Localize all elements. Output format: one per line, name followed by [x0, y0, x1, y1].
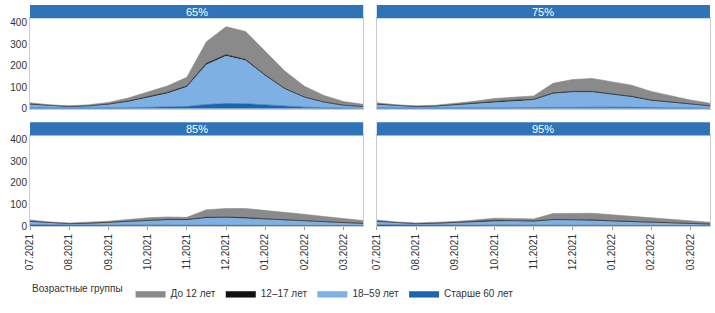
svg-text:12–17 лет: 12–17 лет: [261, 288, 308, 299]
svg-text:75%: 75%: [532, 6, 554, 18]
svg-text:300: 300: [10, 156, 27, 167]
svg-text:95%: 95%: [532, 123, 554, 135]
svg-text:65%: 65%: [186, 6, 208, 18]
svg-text:11.2021: 11.2021: [181, 234, 192, 270]
svg-text:01.2022: 01.2022: [606, 234, 617, 271]
svg-text:400: 400: [10, 17, 27, 28]
svg-text:12.2021: 12.2021: [220, 234, 231, 271]
svg-text:02.2022: 02.2022: [299, 234, 310, 271]
svg-text:09.2021: 09.2021: [449, 234, 460, 271]
svg-text:11.2021: 11.2021: [528, 234, 539, 270]
svg-text:Возрастные группы: Возрастные группы: [32, 283, 123, 294]
svg-text:10.2021: 10.2021: [142, 234, 153, 271]
svg-text:07.2021: 07.2021: [24, 234, 35, 271]
svg-text:85%: 85%: [186, 123, 208, 135]
svg-text:03.2022: 03.2022: [685, 234, 696, 271]
svg-text:03.2022: 03.2022: [338, 234, 349, 271]
svg-text:02.2022: 02.2022: [645, 234, 656, 271]
svg-text:10.2021: 10.2021: [489, 234, 500, 271]
svg-text:100: 100: [10, 199, 27, 210]
svg-text:400: 400: [10, 134, 27, 145]
svg-text:08.2021: 08.2021: [63, 234, 74, 271]
svg-text:12.2021: 12.2021: [567, 234, 578, 271]
svg-text:0: 0: [21, 103, 27, 114]
svg-text:08.2021: 08.2021: [410, 234, 421, 271]
svg-text:200: 200: [10, 177, 27, 188]
svg-text:01.2022: 01.2022: [259, 234, 270, 271]
svg-text:300: 300: [10, 39, 27, 50]
svg-text:Старше 60 лет: Старше 60 лет: [444, 288, 513, 299]
svg-text:09.2021: 09.2021: [103, 234, 114, 271]
svg-text:200: 200: [10, 60, 27, 71]
svg-text:18–59 лет: 18–59 лет: [352, 288, 399, 299]
svg-text:100: 100: [10, 82, 27, 93]
svg-text:До 12 лет: До 12 лет: [171, 288, 216, 299]
svg-text:07.2021: 07.2021: [371, 234, 382, 271]
svg-text:0: 0: [21, 221, 27, 232]
